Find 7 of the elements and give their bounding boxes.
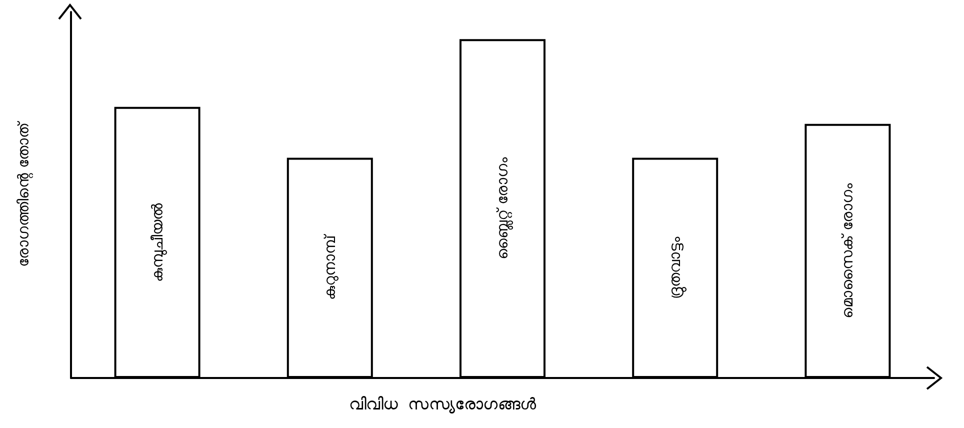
x-tick-label: ബ്ലൈറ്റ് രോഗം xyxy=(494,156,514,260)
y-axis-title: രോഗത്തിന്റെ തോത് xyxy=(14,120,34,267)
x-axis-title: വിവിധ സസ്യരോഗങ്ങൾ xyxy=(348,394,538,414)
x-tick-label: ദ്രുതവാട്ടം xyxy=(666,236,688,299)
x-tick-label: കുറുനാമ്പ് xyxy=(320,232,339,300)
x-tick-label: കുമ്പുചീയൽ xyxy=(148,202,168,282)
x-tick-label: മൊസൈക് രോഗം xyxy=(838,182,857,318)
